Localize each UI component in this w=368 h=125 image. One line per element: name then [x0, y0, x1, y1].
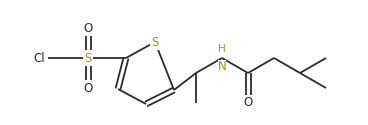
Text: N: N	[217, 60, 226, 73]
Text: S: S	[151, 36, 159, 49]
Text: O: O	[84, 22, 93, 35]
Text: O: O	[243, 96, 252, 110]
Text: S: S	[84, 52, 92, 64]
Text: O: O	[84, 82, 93, 94]
Text: Cl: Cl	[33, 52, 45, 64]
Text: H: H	[218, 44, 226, 54]
